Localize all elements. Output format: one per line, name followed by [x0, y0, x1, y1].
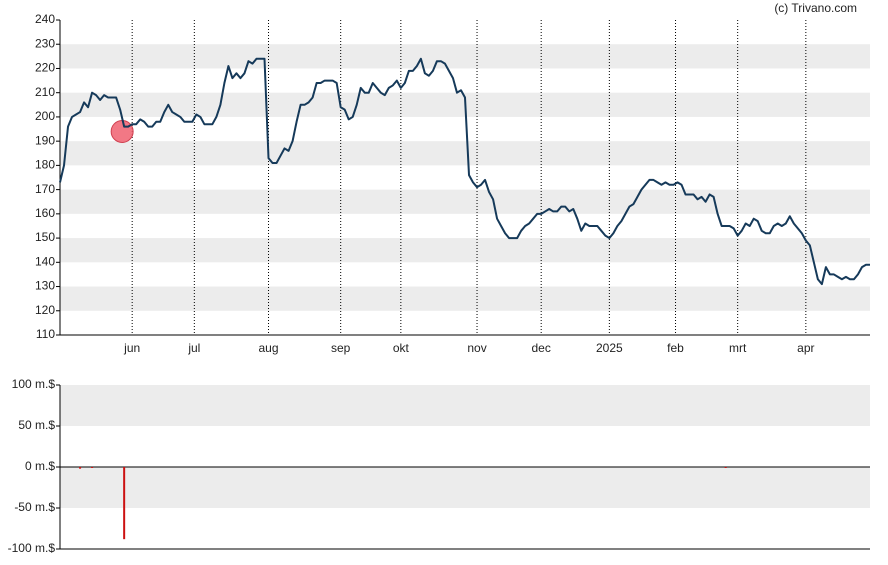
grid-band — [60, 385, 870, 426]
x-tick-label: sep — [331, 341, 351, 355]
x-tick-label: dec — [532, 341, 551, 355]
y-tick-label: 170 — [35, 182, 55, 196]
credit: (c) Trivano.com — [774, 1, 857, 15]
y-tick-label: 160 — [35, 206, 55, 220]
y-tick-label: -50 m.$ — [14, 500, 55, 514]
grid-band — [60, 189, 870, 214]
y-tick-label: 200 — [35, 109, 55, 123]
grid-band — [60, 44, 870, 69]
y-tick-label: 110 — [36, 327, 55, 341]
y-tick-label: 140 — [35, 254, 55, 268]
bar — [123, 467, 126, 540]
grid-band — [60, 286, 870, 311]
event-marker — [110, 119, 134, 143]
y-tick-label: 100 m.$ — [12, 377, 56, 391]
x-tick-label: 2025 — [596, 341, 623, 355]
x-tick-label: jul — [187, 341, 200, 355]
x-tick-label: okt — [393, 341, 410, 355]
y-tick-label: 50 m.$ — [18, 418, 55, 432]
grid-band — [60, 141, 870, 166]
y-tick-label: 220 — [35, 61, 55, 75]
price-line — [59, 57, 870, 286]
y-tick-label: 230 — [35, 36, 55, 50]
y-tick-label: 240 — [35, 12, 55, 26]
y-tick-label: 130 — [35, 279, 55, 293]
bar — [724, 467, 727, 468]
y-tick-label: 180 — [35, 158, 55, 172]
bar — [79, 467, 82, 469]
grid-band — [60, 467, 870, 508]
y-tick-label: 120 — [35, 303, 55, 317]
x-tick-label: mrt — [729, 341, 747, 355]
y-tick-label: 150 — [35, 230, 55, 244]
y-tick-label: -100 m.$ — [8, 541, 56, 555]
x-tick-label: apr — [797, 341, 814, 355]
x-tick-label: jun — [123, 341, 140, 355]
x-tick-label: feb — [667, 341, 684, 355]
grid-band — [60, 238, 870, 263]
x-tick-label: nov — [467, 341, 486, 355]
x-tick-label: aug — [258, 341, 278, 355]
bar — [91, 467, 94, 468]
y-tick-label: 210 — [35, 85, 55, 99]
y-tick-label: 190 — [35, 133, 55, 147]
y-tick-label: 0 m.$ — [25, 459, 55, 473]
